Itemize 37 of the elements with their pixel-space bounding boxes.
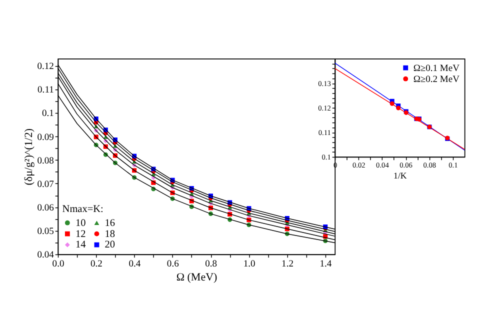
x-tick-label: 0.6 xyxy=(166,259,180,270)
x-tick-label: 0.04 xyxy=(376,160,390,170)
legend-label: 14 xyxy=(75,240,86,251)
y-tick-label: 0.06 xyxy=(37,203,54,214)
x-tick-label: 0.4 xyxy=(128,259,141,270)
legend-label: 16 xyxy=(104,218,116,229)
legend-label: Ω≥0.2 MeV xyxy=(413,74,460,85)
x-tick-label: 1.2 xyxy=(282,259,294,270)
y-tick-label: 0.12 xyxy=(318,103,332,112)
y-tick-label: 0.1 xyxy=(42,109,54,120)
y-tick-label: 0.13 xyxy=(318,78,332,88)
y-tick-label: 0.1 xyxy=(322,152,332,162)
x-tick-label: 0.08 xyxy=(423,160,436,170)
legend-label: Ω≥0.1 MeV xyxy=(413,64,460,74)
x-tick-label: 1.0 xyxy=(243,259,256,270)
y-tick-label: 0.07 xyxy=(37,180,54,190)
y-tick-label: 0.09 xyxy=(37,132,54,143)
y-tick-label: 0.11 xyxy=(318,128,332,137)
x-axis-title: Ω (MeV) xyxy=(176,271,218,284)
y-tick-label: 0.12 xyxy=(37,62,54,72)
legend-title: Nmax=K: xyxy=(62,204,104,215)
legend-label: 10 xyxy=(75,218,86,229)
legend-label: 18 xyxy=(104,228,116,240)
legend-label: 20 xyxy=(104,240,116,251)
y-tick-label: 0.05 xyxy=(37,227,54,238)
x-tick-label: 0.06 xyxy=(400,160,413,170)
x-tick-label: 0.2 xyxy=(90,259,103,270)
x-tick-label: 1.4 xyxy=(320,259,332,270)
y-tick-label: 0.11 xyxy=(38,86,54,96)
x-tick-label: 0.02 xyxy=(352,160,366,170)
y-axis-title: (δμ/g²)^(1/2) xyxy=(23,128,36,186)
x-tick-label: 0.0 xyxy=(52,259,64,270)
x-tick-label: 0.1 xyxy=(448,160,458,170)
x-tick-label: 0.8 xyxy=(205,259,218,270)
legend-label: 12 xyxy=(75,228,86,240)
y-tick-label: 0.04 xyxy=(37,250,54,261)
x-axis-title: 1/K xyxy=(394,170,408,180)
